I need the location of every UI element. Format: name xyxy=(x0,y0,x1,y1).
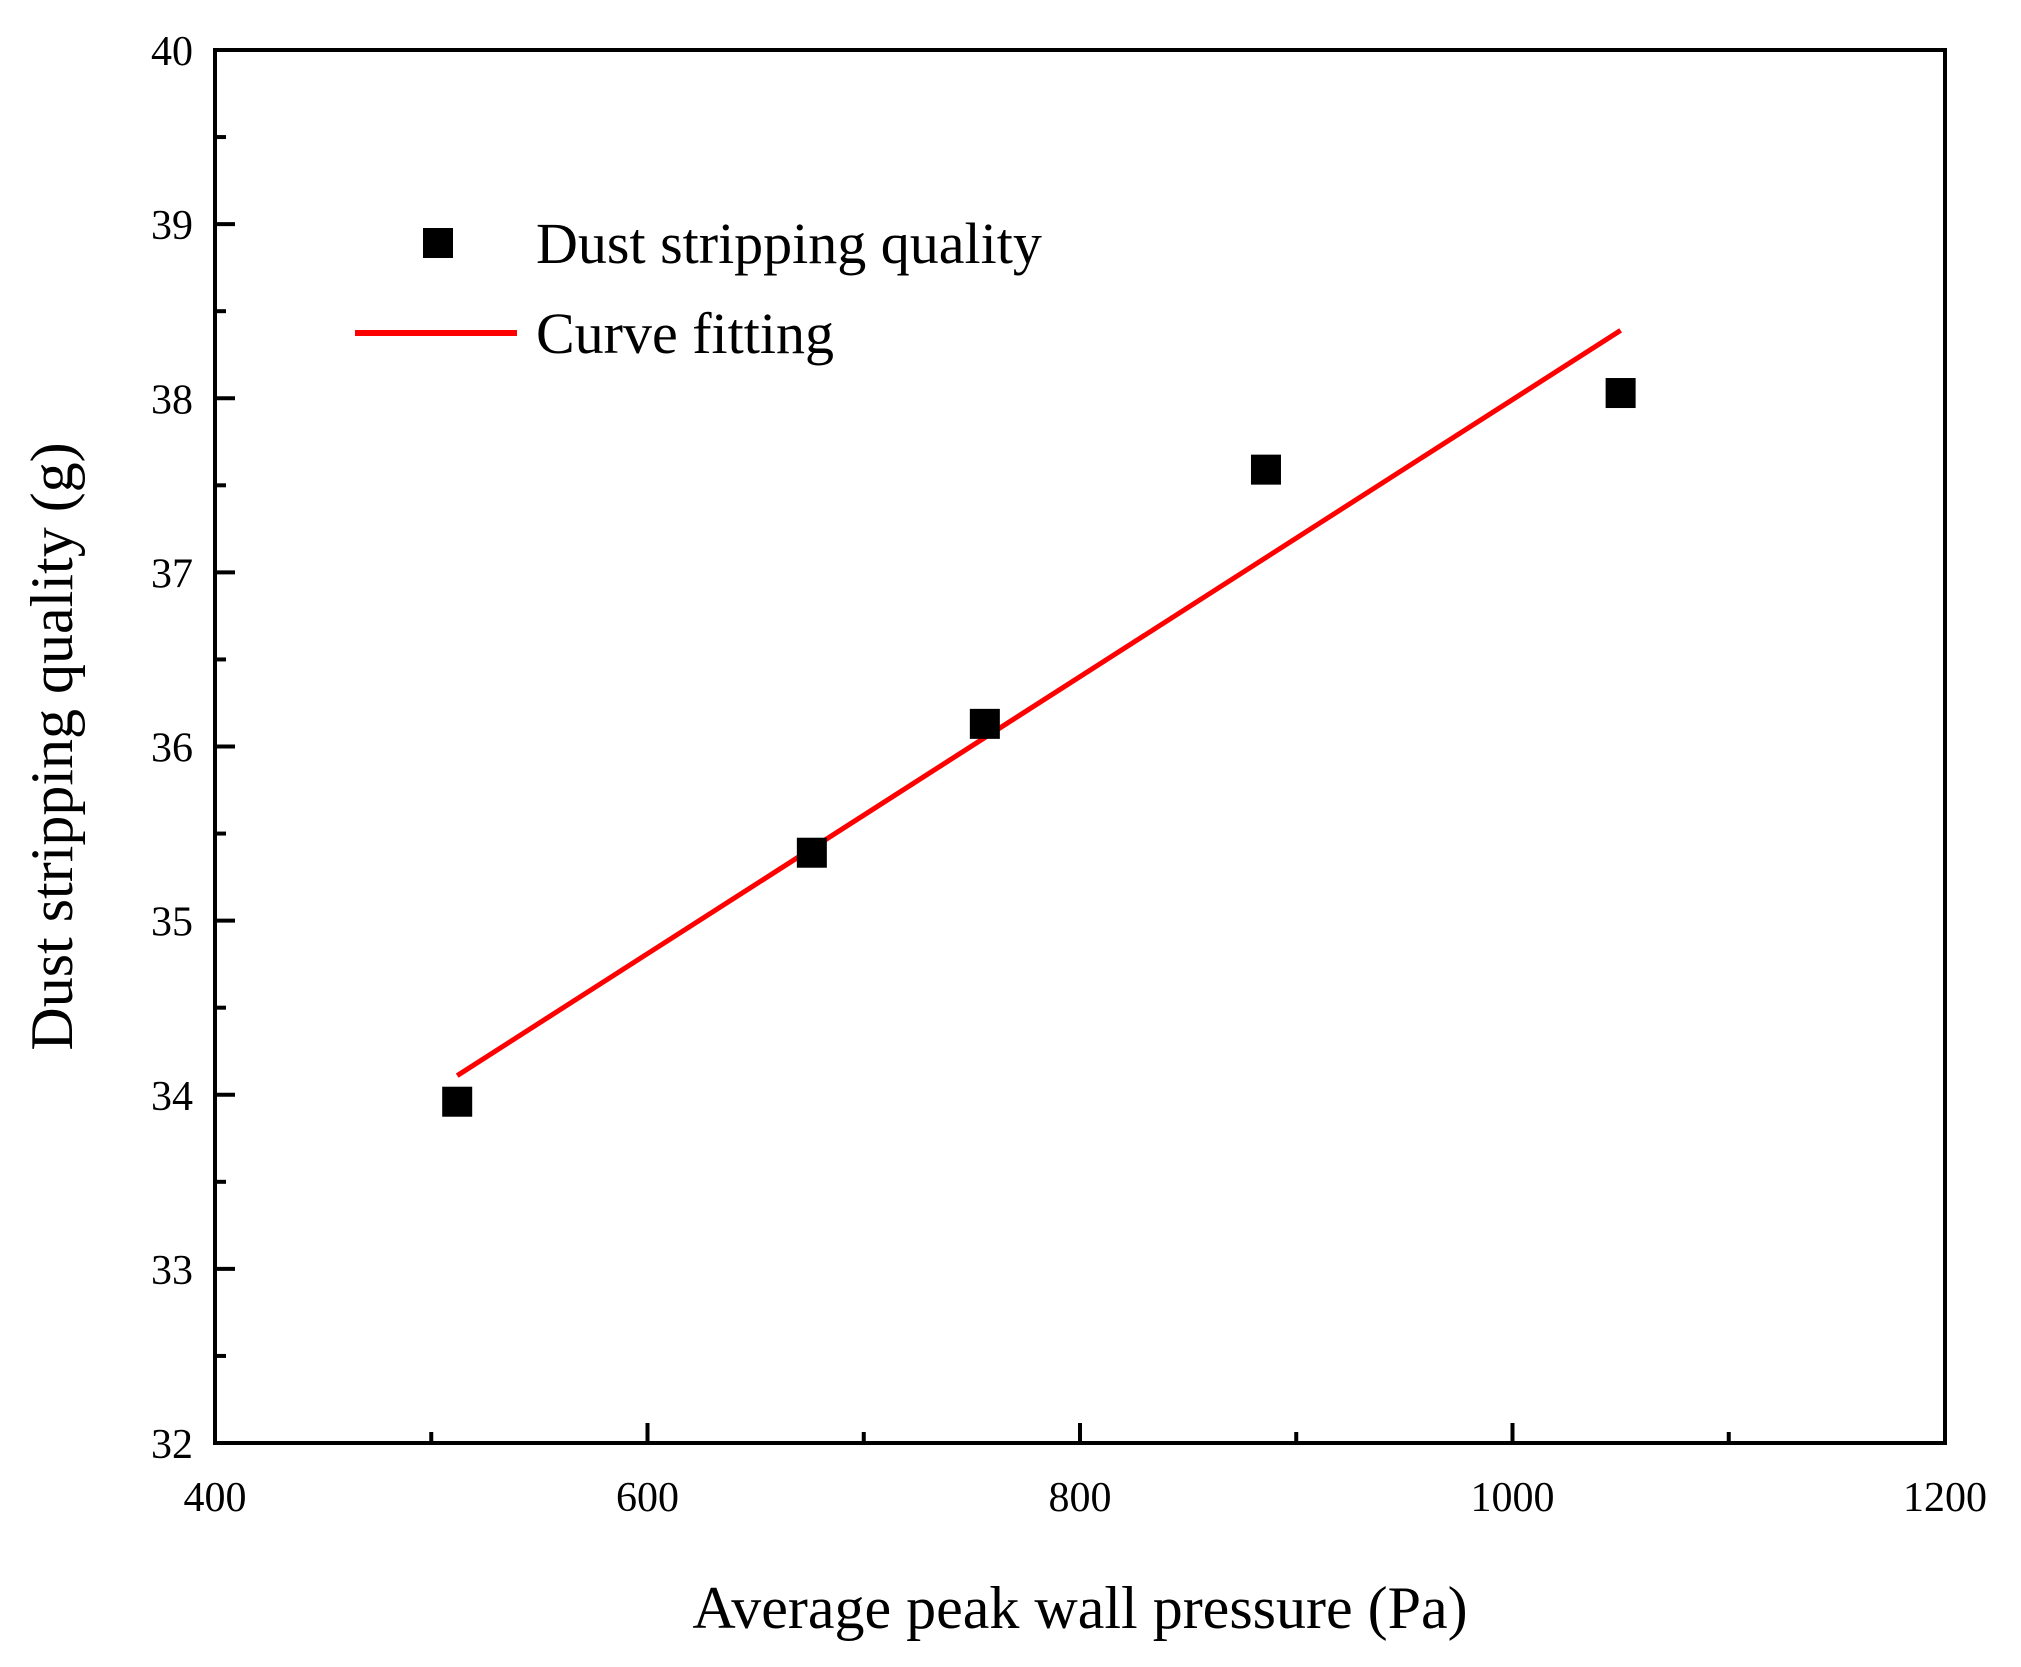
y-tick-label: 38 xyxy=(151,377,193,423)
legend-label-fit: Curve fitting xyxy=(536,301,834,366)
legend-label-scatter: Dust stripping quality xyxy=(536,211,1042,276)
legend-marker-square xyxy=(423,228,453,258)
x-tick-label: 800 xyxy=(1049,1475,1112,1521)
y-tick-label: 34 xyxy=(151,1074,193,1120)
y-tick-label: 37 xyxy=(151,551,193,597)
y-tick-label: 39 xyxy=(151,203,193,249)
y-axis-ticks: 32 33 34 35 36 37 38 39 40 xyxy=(151,29,235,1468)
x-tick-label: 1000 xyxy=(1471,1475,1555,1521)
fit-line xyxy=(455,328,1622,1078)
x-axis-ticks: 400 600 800 1000 1200 xyxy=(184,1423,1987,1521)
data-points-layer xyxy=(442,378,1636,1117)
y-axis-title: Dust stripping quality (g) xyxy=(19,442,85,1050)
y-tick-label: 36 xyxy=(151,726,193,772)
data-point xyxy=(969,708,1000,739)
data-point xyxy=(442,1086,473,1117)
y-tick-label: 35 xyxy=(151,900,193,946)
legend: Dust stripping quality Curve fitting xyxy=(355,211,1042,366)
data-point xyxy=(1605,378,1636,409)
y-tick-label: 40 xyxy=(151,29,193,75)
data-point xyxy=(1250,454,1281,485)
y-tick-label: 32 xyxy=(151,1422,193,1468)
data-point xyxy=(796,837,827,868)
x-tick-label: 600 xyxy=(616,1475,679,1521)
x-axis-title: Average peak wall pressure (Pa) xyxy=(692,1575,1467,1641)
x-tick-label: 1200 xyxy=(1903,1475,1987,1521)
x-tick-label: 400 xyxy=(184,1475,247,1521)
fit-line-layer xyxy=(455,328,1622,1078)
plot-frame xyxy=(213,48,1947,1445)
y-tick-label: 33 xyxy=(151,1248,193,1294)
